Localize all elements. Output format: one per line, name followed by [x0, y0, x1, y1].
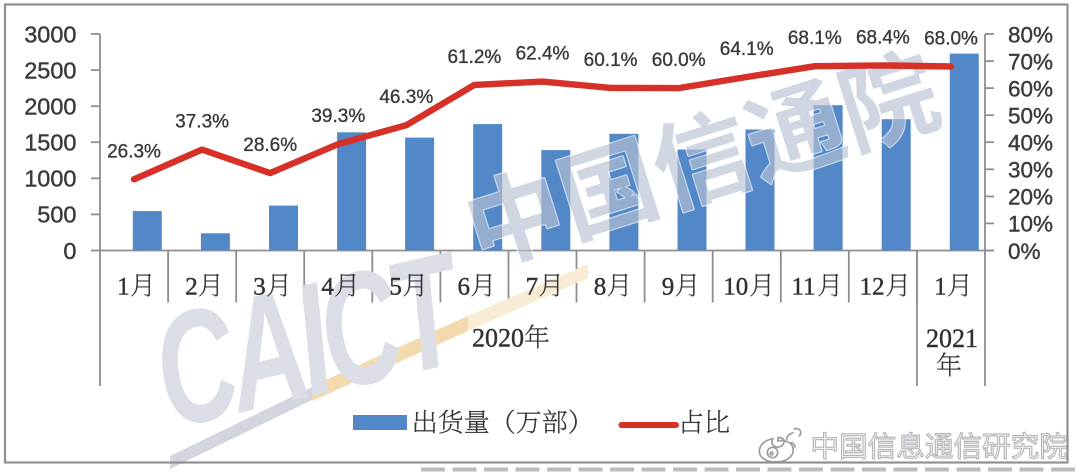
svg-text:68.1%: 68.1%	[788, 28, 842, 49]
svg-text:4: 4	[321, 274, 334, 301]
svg-text:1: 1	[934, 274, 947, 301]
svg-text:68.0%: 68.0%	[924, 29, 978, 50]
svg-text:37.3%: 37.3%	[175, 112, 229, 133]
svg-text:11: 11	[791, 274, 815, 301]
svg-text:0: 0	[63, 238, 76, 264]
svg-text:20%: 20%	[1008, 185, 1053, 210]
svg-text:2500: 2500	[24, 57, 76, 83]
svg-text:60.0%: 60.0%	[652, 50, 706, 71]
svg-text:64.1%: 64.1%	[720, 39, 774, 60]
svg-text:26.3%: 26.3%	[107, 141, 161, 162]
svg-text:62.4%: 62.4%	[516, 44, 570, 65]
svg-text:9: 9	[662, 274, 675, 301]
svg-text:5: 5	[389, 274, 402, 301]
svg-text:7: 7	[526, 274, 539, 301]
svg-text:2: 2	[185, 274, 198, 301]
svg-text:70%: 70%	[1008, 49, 1053, 74]
svg-text:2020: 2020	[472, 324, 524, 353]
svg-text:8: 8	[594, 274, 607, 301]
svg-text:1: 1	[117, 274, 130, 301]
svg-text:68.4%: 68.4%	[856, 27, 910, 48]
svg-text:61.2%: 61.2%	[447, 47, 501, 68]
svg-text:1000: 1000	[24, 166, 76, 192]
svg-text:60.1%: 60.1%	[584, 50, 638, 71]
svg-text:46.3%: 46.3%	[379, 87, 433, 108]
svg-text:50%: 50%	[1008, 104, 1053, 129]
svg-text:40%: 40%	[1008, 131, 1053, 156]
svg-text:12: 12	[860, 274, 885, 301]
svg-text:1500: 1500	[24, 130, 76, 156]
svg-text:2000: 2000	[24, 94, 76, 120]
svg-text:500: 500	[37, 202, 76, 228]
svg-text:28.6%: 28.6%	[243, 135, 297, 156]
svg-text:80%: 80%	[1008, 22, 1053, 47]
svg-text:30%: 30%	[1008, 158, 1053, 183]
svg-text:60%: 60%	[1008, 76, 1053, 101]
svg-text:3: 3	[253, 274, 265, 301]
svg-text:39.3%: 39.3%	[311, 106, 365, 127]
svg-text:10: 10	[723, 274, 748, 301]
svg-text:2021: 2021	[926, 324, 978, 353]
svg-text:0%: 0%	[1008, 239, 1041, 264]
svg-text:10%: 10%	[1008, 212, 1053, 237]
svg-text:3000: 3000	[24, 21, 76, 47]
svg-text:6: 6	[458, 274, 471, 301]
